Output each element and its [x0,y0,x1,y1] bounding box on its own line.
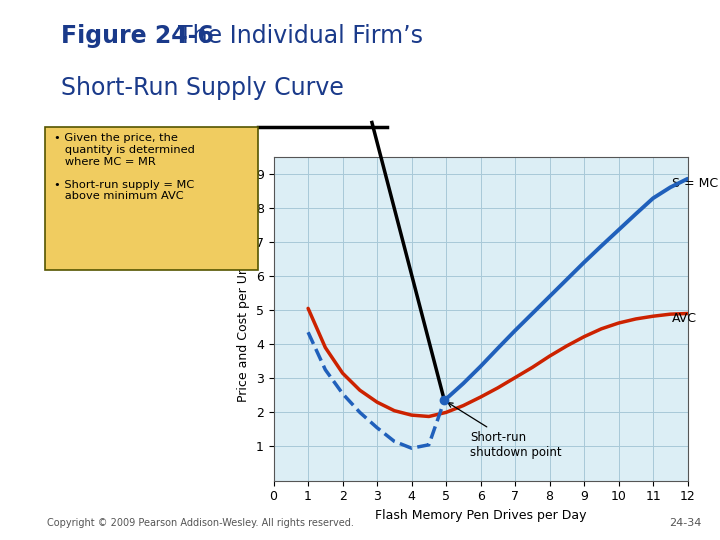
Text: Short-run
shutdown point: Short-run shutdown point [448,403,562,459]
Text: AVC: AVC [672,312,697,325]
Text: Figure 24-6: Figure 24-6 [61,24,214,48]
Text: 24-34: 24-34 [670,518,702,528]
Text: The Individual Firm’s: The Individual Firm’s [178,24,423,48]
Text: Short-Run Supply Curve: Short-Run Supply Curve [61,76,344,99]
X-axis label: Flash Memory Pen Drives per Day: Flash Memory Pen Drives per Day [375,509,586,522]
Text: S = MC: S = MC [672,177,719,191]
Text: Copyright © 2009 Pearson Addison-Wesley. All rights reserved.: Copyright © 2009 Pearson Addison-Wesley.… [47,518,354,528]
Y-axis label: Price and Cost per Unit ($): Price and Cost per Unit ($) [238,235,251,402]
Text: • Given the price, the
   quantity is determined
   where MC = MR

• Short-run s: • Given the price, the quantity is deter… [54,133,195,201]
